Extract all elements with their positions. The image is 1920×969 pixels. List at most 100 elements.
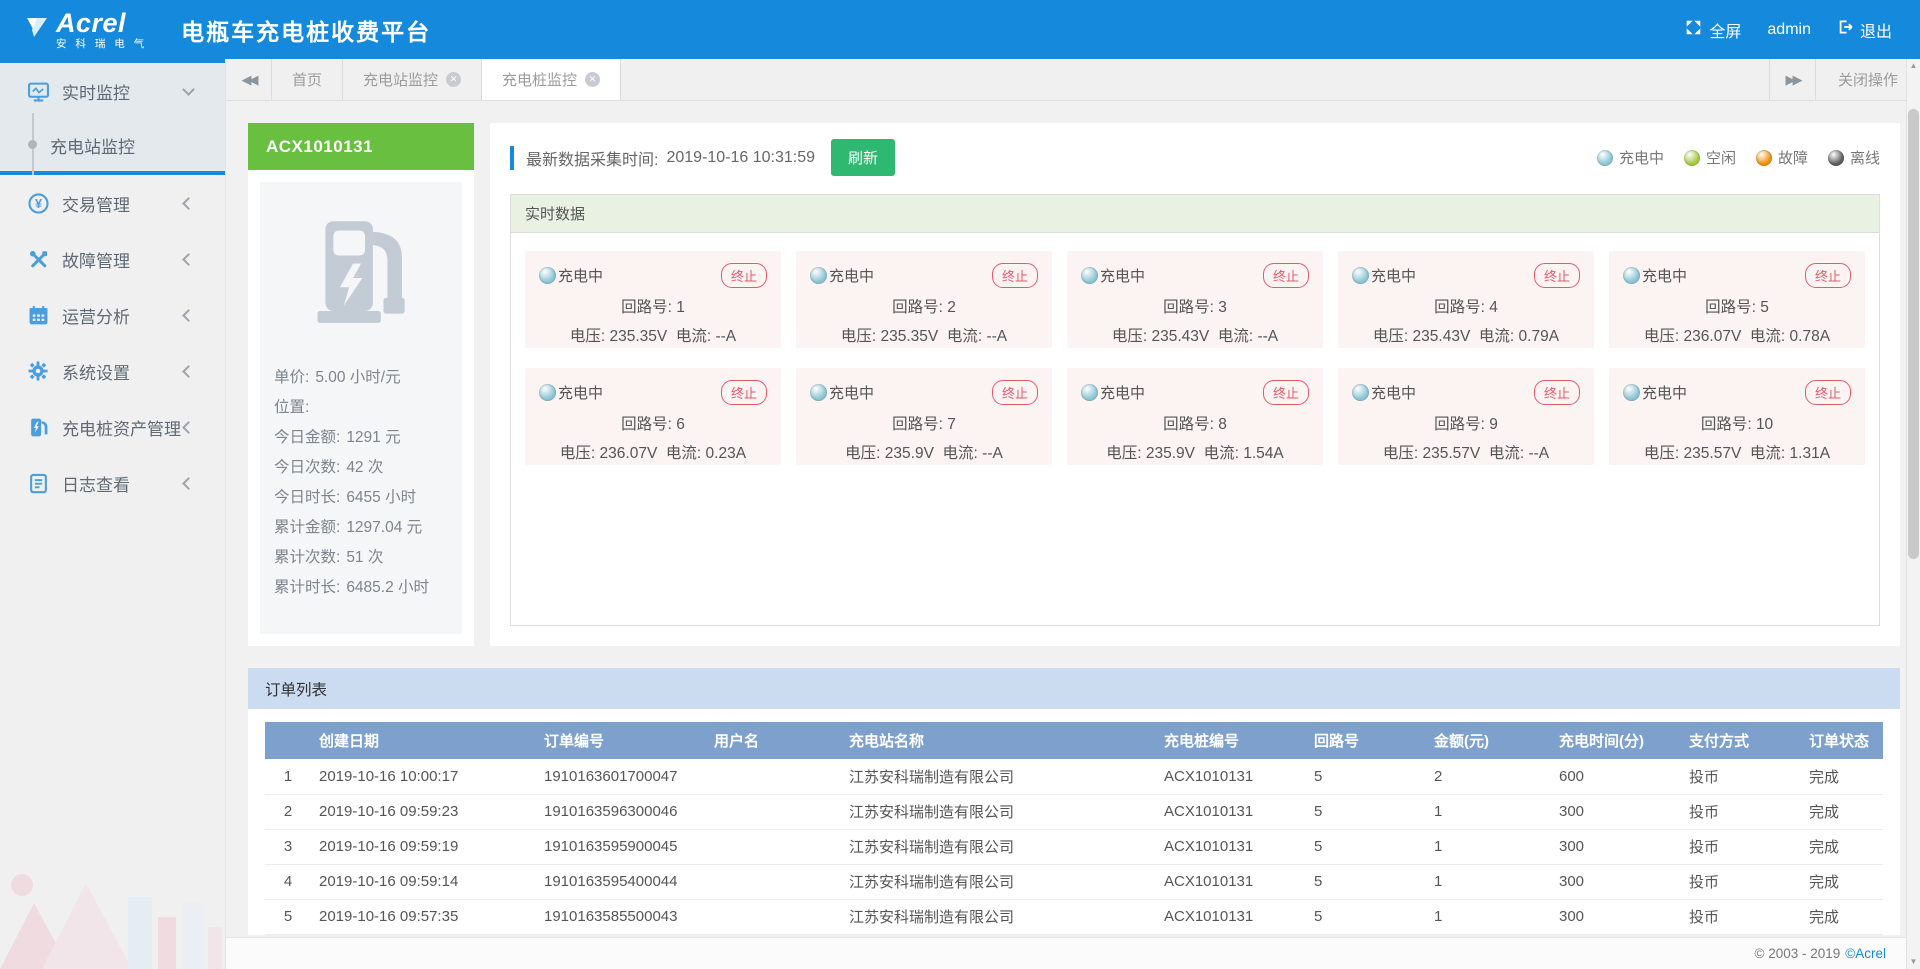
terminate-button[interactable]: 终止	[1805, 380, 1851, 405]
table-row-3[interactable]: 42019-10-16 09:59:141910163595400044江苏安科…	[265, 864, 1883, 899]
table-cell: 2019-10-16 09:59:23	[311, 794, 536, 829]
table-row-2[interactable]: 32019-10-16 09:59:191910163595900045江苏安科…	[265, 829, 1883, 864]
table-row-0[interactable]: 12019-10-16 10:00:171910163601700047江苏安科…	[265, 759, 1883, 794]
col-header-2: 用户名	[706, 722, 841, 759]
logout-button[interactable]: 退出	[1837, 18, 1892, 42]
charging-orb-icon	[1623, 384, 1640, 401]
circuit-number: 回路号: 4	[1352, 295, 1580, 317]
tabbar-spacer	[621, 59, 1769, 100]
col-header-3: 充电站名称	[841, 722, 1156, 759]
tab-close-icon[interactable]: ✕	[446, 72, 461, 87]
circuit-number: 回路号: 7	[810, 412, 1038, 434]
sidebar-group-2: 故障管理	[0, 231, 225, 287]
circuit-metrics: 电压: 235.43V 电流: --A	[1081, 324, 1309, 346]
circuit-status: 充电中	[539, 382, 603, 403]
monitor-icon	[27, 80, 49, 102]
sidebar-group-1: ¥ 交易管理	[0, 175, 225, 231]
circuit-number: 回路号: 6	[539, 412, 767, 434]
terminate-button[interactable]: 终止	[992, 263, 1038, 288]
table-cell: ACX1010131	[1156, 829, 1306, 864]
table-cell: 江苏安科瑞制造有限公司	[841, 794, 1156, 829]
station-panel: ACX1010131	[248, 123, 474, 646]
tab-2[interactable]: 充电桩监控✕	[482, 59, 621, 100]
scroll-down-icon[interactable]: ▼	[1907, 955, 1920, 969]
terminate-button[interactable]: 终止	[721, 380, 767, 405]
table-cell: 2019-10-16 09:57:35	[311, 899, 536, 934]
terminate-button[interactable]: 终止	[721, 263, 767, 288]
col-header-9: 订单状态	[1801, 722, 1883, 759]
table-row-1[interactable]: 22019-10-16 09:59:231910163596300046江苏安科…	[265, 794, 1883, 829]
table-cell: 5	[1306, 759, 1426, 794]
workspace: ACX1010131	[226, 101, 1920, 937]
monitor-panel: 最新数据采集时间: 2019-10-16 10:31:59 刷新 充电中空闲故障…	[490, 123, 1900, 646]
terminate-button[interactable]: 终止	[1805, 263, 1851, 288]
col-header-7: 充电时间(分)	[1551, 722, 1681, 759]
table-cell: ACX1010131	[1156, 794, 1306, 829]
circuit-number: 回路号: 2	[810, 295, 1038, 317]
sidebar-subitem-0-0[interactable]: 充电站监控	[0, 119, 225, 171]
table-cell: 5	[265, 899, 311, 934]
table-cell: 1910163585500043	[536, 899, 706, 934]
table-cell: 3	[265, 829, 311, 864]
scrollbar-thumb[interactable]	[1908, 109, 1919, 559]
app-window: Acrel 安 科 瑞 电 气 电瓶车充电桩收费平台 全屏 admin 退出	[0, 0, 1920, 969]
user-menu[interactable]: admin	[1767, 21, 1811, 39]
status-orb-icon	[1684, 150, 1700, 166]
table-row-4[interactable]: 52019-10-16 09:57:351910163585500043 江苏安科…	[265, 899, 1883, 934]
refresh-button[interactable]: 刷新	[831, 139, 895, 176]
orders-table-head-row: 创建日期订单编号用户名充电站名称充电桩编号回路号金额(元)充电时间(分)支付方式…	[265, 722, 1883, 759]
table-cell: 完成	[1801, 759, 1883, 794]
table-cell: 1	[1426, 899, 1551, 934]
circuit-metrics: 电压: 235.43V 电流: 0.79A	[1352, 324, 1580, 346]
brand-link[interactable]: ©Acrel	[1845, 946, 1886, 961]
table-cell: 2019-10-16 09:59:14	[311, 864, 536, 899]
terminate-button[interactable]: 终止	[1263, 263, 1309, 288]
tabs-scroll-right-button[interactable]: ▶▶	[1769, 59, 1815, 100]
circuit-card-1: 充电中 终止 回路号: 1 电压: 235.35V 电流: --A	[525, 251, 781, 348]
tab-list: 首页充电站监控✕充电桩监控✕	[272, 59, 621, 100]
table-cell: 投币	[1681, 794, 1801, 829]
circuit-status: 充电中	[810, 265, 874, 286]
col-header-1: 订单编号	[536, 722, 706, 759]
sidebar-item-1[interactable]: ¥ 交易管理	[0, 175, 225, 231]
sidebar-item-3[interactable]: 运营分析	[0, 287, 225, 343]
terminate-button[interactable]: 终止	[1534, 263, 1580, 288]
footer: © 2003 - 2019 ©Acrel	[226, 937, 1920, 969]
sidebar-group-5: 充电桩资产管理	[0, 399, 225, 455]
sidebar-item-5[interactable]: 充电桩资产管理	[0, 399, 225, 455]
sidebar-menu: 实时监控 充电站监控 ¥ 交易管理 故障管理 运营分析 系统设置 充电桩资产管理…	[0, 59, 225, 511]
double-chevron-right-icon: ▶▶	[1785, 72, 1799, 88]
scroll-up-icon[interactable]: ▲	[1907, 59, 1920, 73]
sidebar-item-0[interactable]: 实时监控	[0, 63, 225, 119]
table-cell: 1	[1426, 794, 1551, 829]
circuit-number: 回路号: 3	[1081, 295, 1309, 317]
table-cell: 5	[1306, 829, 1426, 864]
sidebar-item-6[interactable]: 日志查看	[0, 455, 225, 511]
settings-icon	[27, 360, 49, 382]
tabs-scroll-left-button[interactable]: ◀◀	[226, 59, 272, 100]
vertical-scrollbar[interactable]: ▲ ▼	[1906, 59, 1920, 969]
terminate-button[interactable]: 终止	[992, 380, 1038, 405]
circuit-card-4: 充电中 终止 回路号: 4 电压: 235.43V 电流: 0.79A	[1338, 251, 1594, 348]
circuit-card-10: 充电中 终止 回路号: 10 电压: 235.57V 电流: 1.31A	[1609, 368, 1865, 465]
close-operations-button[interactable]: 关闭操作	[1815, 59, 1920, 100]
circuit-number: 回路号: 8	[1081, 412, 1309, 434]
table-cell: 江苏安科瑞制造有限公司	[841, 899, 1156, 934]
terminate-button[interactable]: 终止	[1534, 380, 1580, 405]
tab-close-icon[interactable]: ✕	[585, 72, 600, 87]
timeline-dot-icon	[28, 119, 37, 171]
circuit-status: 充电中	[810, 382, 874, 403]
terminate-button[interactable]: 终止	[1263, 380, 1309, 405]
table-cell: 完成	[1801, 829, 1883, 864]
fullscreen-button[interactable]: 全屏	[1685, 18, 1741, 42]
stat-line-6: 累计次数:51 次	[274, 543, 456, 573]
circuit-card-6: 充电中 终止 回路号: 6 电压: 236.07V 电流: 0.23A	[525, 368, 781, 465]
sidebar-item-4[interactable]: 系统设置	[0, 343, 225, 399]
tab-1[interactable]: 充电站监控✕	[343, 59, 482, 100]
circuit-status: 充电中	[1623, 382, 1687, 403]
charging-orb-icon	[539, 384, 556, 401]
sidebar-item-2[interactable]: 故障管理	[0, 231, 225, 287]
circuit-number: 回路号: 9	[1352, 412, 1580, 434]
tab-0[interactable]: 首页	[272, 59, 343, 100]
circuit-metrics: 电压: 235.35V 电流: --A	[810, 324, 1038, 346]
